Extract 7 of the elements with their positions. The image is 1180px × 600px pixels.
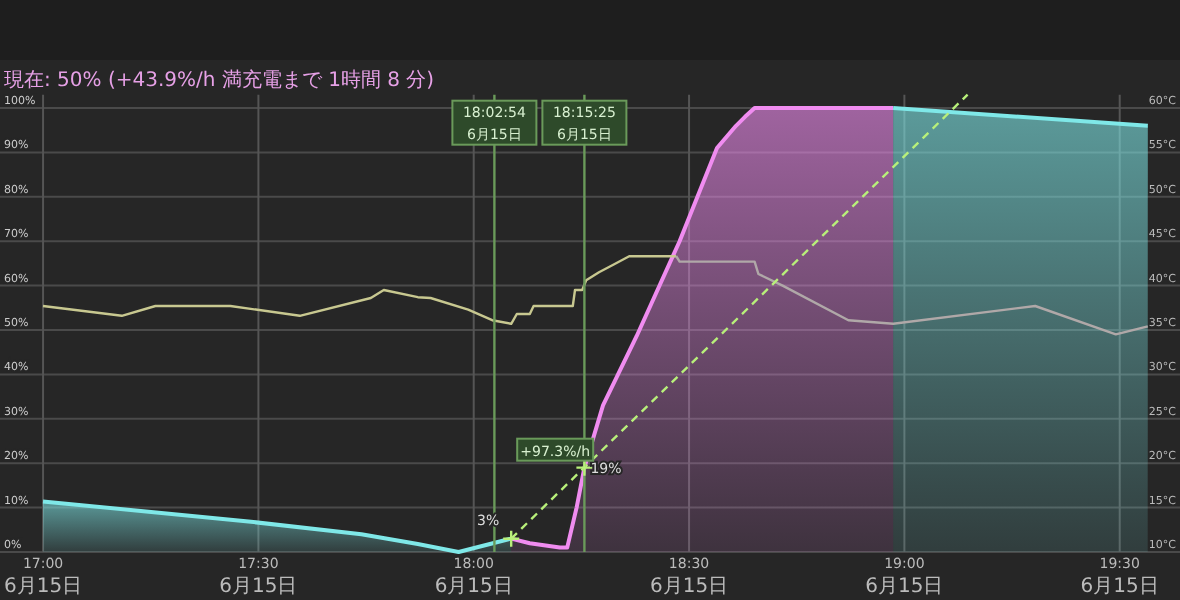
subtitle: 現在: 50% (+43.9%/h 満充電まで 1時間 8 分) <box>4 70 435 92</box>
text: 6月15日 <box>865 576 944 598</box>
text: 6月15日 <box>219 576 298 598</box>
text: 6月15日 <box>3 576 83 598</box>
text: 6月15日 <box>1080 576 1159 598</box>
text: 6月15日 <box>649 576 729 598</box>
text: 6月15日 <box>434 576 513 598</box>
